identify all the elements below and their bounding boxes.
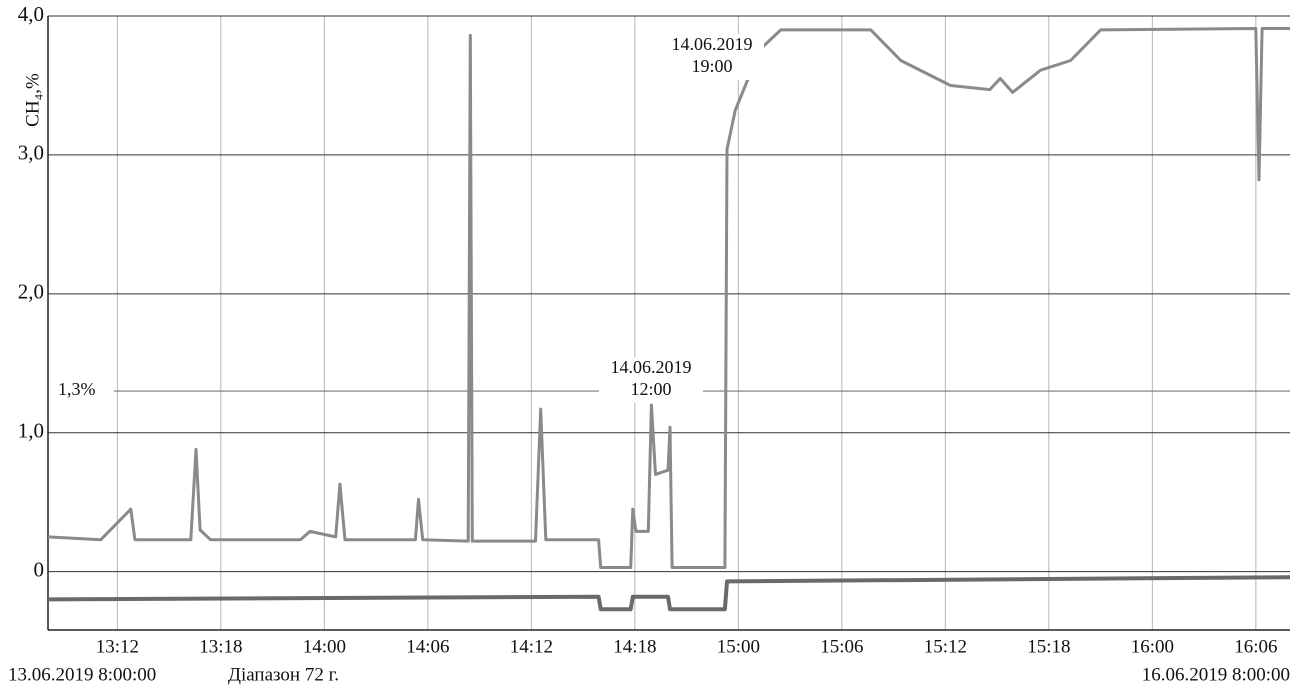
footer-range: Діапазон 72 г. bbox=[228, 664, 339, 685]
x-tick-label: 14:12 bbox=[510, 636, 553, 657]
footer-end: 16.06.2019 8:00:00 bbox=[1142, 664, 1290, 685]
x-tick-label: 16:06 bbox=[1234, 636, 1277, 657]
y-tick-label: 4,0 bbox=[18, 2, 44, 26]
annotation-text: 14.06.2019 bbox=[672, 34, 753, 54]
footer-start: 13.06.2019 8:00:00 bbox=[8, 664, 156, 685]
y-tick-label: 2,0 bbox=[18, 280, 44, 304]
x-tick-label: 13:12 bbox=[96, 636, 139, 657]
x-tick-label: 15:06 bbox=[820, 636, 863, 657]
series-line bbox=[47, 575, 1291, 612]
x-tick-label: 14:06 bbox=[406, 636, 449, 657]
x-tick-label: 15:12 bbox=[924, 636, 967, 657]
y-tick-label: 0 bbox=[34, 557, 45, 581]
y-tick-label: 1,0 bbox=[18, 419, 44, 443]
x-tick-label: 14:18 bbox=[613, 636, 656, 657]
x-tick-label: 14:00 bbox=[303, 636, 346, 657]
threshold-label: 1,3% bbox=[58, 379, 96, 399]
series-line bbox=[47, 27, 1290, 569]
annotation-text: 19:00 bbox=[691, 56, 732, 76]
y-tick-label: 3,0 bbox=[18, 141, 44, 165]
annotation-text: 12:00 bbox=[630, 379, 671, 399]
annotation-bg bbox=[660, 34, 764, 80]
x-tick-label: 15:00 bbox=[717, 636, 760, 657]
y-axis-label: CH₄,% bbox=[22, 73, 43, 127]
x-tick-label: 13:18 bbox=[199, 636, 242, 657]
annotation-bg bbox=[599, 357, 703, 403]
annotation-text: 14.06.2019 bbox=[611, 357, 692, 377]
x-tick-label: 16:00 bbox=[1131, 636, 1174, 657]
x-tick-label: 15:18 bbox=[1027, 636, 1070, 657]
